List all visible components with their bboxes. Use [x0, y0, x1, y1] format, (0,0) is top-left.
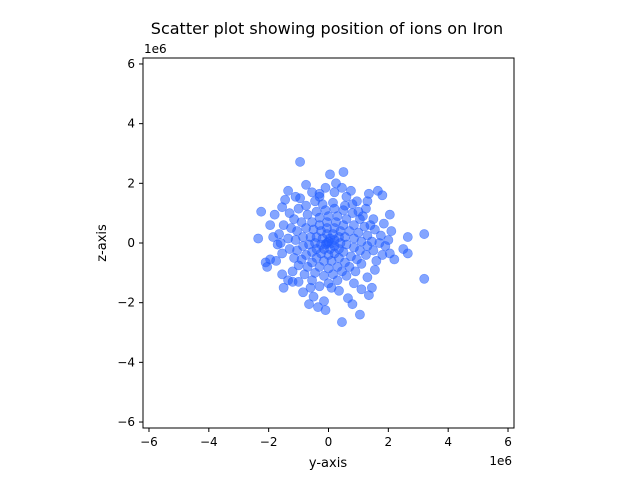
x-tick-label: −6: [140, 435, 158, 449]
scatter-point: [271, 255, 282, 266]
scatter-point: [380, 241, 391, 251]
scatter-point: [355, 309, 365, 320]
scatter-point: [365, 220, 376, 230]
scatter-point: [277, 202, 288, 213]
scatter-point: [337, 317, 347, 327]
scatter-point: [302, 209, 313, 220]
scatter-point: [293, 276, 304, 287]
scatter-point: [338, 167, 349, 177]
scatter-point: [356, 284, 367, 295]
scatter-point: [320, 182, 331, 193]
scatter-point: [265, 220, 276, 230]
y-axis-ticks: −6 −4 −2 0 2 4 6: [117, 57, 143, 429]
x-axis-label: y-axis: [309, 456, 347, 471]
scatter-point: [283, 185, 294, 196]
scatter-point: [305, 282, 316, 293]
x-tick-label: −4: [200, 435, 218, 449]
scatter-point: [314, 191, 325, 202]
scatter-point: [278, 282, 289, 293]
x-tick-label: 2: [385, 435, 393, 449]
scatter-point: [319, 296, 329, 307]
y-tick-label: 2: [127, 176, 135, 190]
scatter-point: [268, 232, 279, 242]
scatter-point: [384, 209, 395, 220]
scatter-point: [346, 185, 356, 196]
y-tick-label: 4: [127, 117, 135, 131]
scatter-point: [402, 248, 413, 259]
scatter-point: [371, 255, 382, 266]
y-tick-label: −4: [117, 355, 135, 369]
y-axis-label: z-axis: [95, 224, 110, 262]
scatter-point: [269, 209, 280, 220]
scatter-point: [256, 206, 267, 217]
x-tick-label: 4: [444, 435, 452, 449]
scatter-point: [389, 254, 400, 265]
scatter-point: [419, 229, 430, 239]
scatter-point: [295, 156, 305, 167]
scatter-point: [358, 211, 368, 222]
x-tick-label: 0: [325, 435, 333, 449]
scatter-point: [347, 208, 358, 219]
scatter-point: [277, 248, 288, 259]
y-tick-label: −2: [117, 296, 135, 310]
scatter-point: [301, 179, 311, 190]
x-axis-ticks: −6 −4 −2 0 2 4 6: [140, 428, 512, 449]
scatter-point: [377, 190, 388, 201]
scatter-point: [278, 220, 289, 230]
scatter-point: [334, 285, 344, 296]
scatter-point: [346, 251, 356, 262]
scatter-point: [308, 291, 319, 302]
x-tick-label: 6: [504, 435, 512, 449]
scatter-point: [295, 193, 305, 204]
scatter-point: [287, 266, 298, 277]
y-tick-label: −6: [117, 415, 135, 429]
scatter-point: [347, 299, 358, 310]
scatter-point: [352, 196, 362, 207]
scatter-point: [293, 203, 304, 214]
scatter-point: [337, 182, 347, 193]
scatter-point: [369, 264, 380, 275]
x-tick-label: −2: [260, 435, 278, 449]
scatter-point: [419, 273, 430, 284]
scatter-point: [349, 278, 359, 289]
scatter-point: [304, 299, 314, 310]
scatter-point: [253, 233, 264, 244]
x-offset-label: 1e6: [489, 454, 512, 468]
scatter-point: [262, 261, 273, 272]
y-tick-label: 6: [127, 57, 135, 71]
scatter-point: [320, 305, 331, 316]
scatter-point: [314, 281, 325, 292]
chart-title: Scatter plot showing position of ions on…: [151, 19, 503, 38]
scatter-point: [323, 278, 334, 289]
scatter-point: [368, 245, 379, 256]
scatter-point: [277, 269, 288, 280]
y-offset-label: 1e6: [144, 42, 167, 56]
scatter-point: [298, 287, 308, 298]
scatter-point: [366, 282, 377, 293]
scatter-point: [325, 169, 335, 180]
scatter-point: [386, 226, 397, 236]
scatter-point: [402, 232, 413, 242]
scatter-point: [362, 272, 373, 283]
y-tick-label: 0: [127, 236, 135, 250]
scatter-points: [253, 156, 430, 327]
scatter-point: [320, 239, 331, 250]
scatter-point: [378, 218, 389, 229]
scatter-point: [275, 238, 286, 248]
scatter-point: [329, 187, 340, 198]
